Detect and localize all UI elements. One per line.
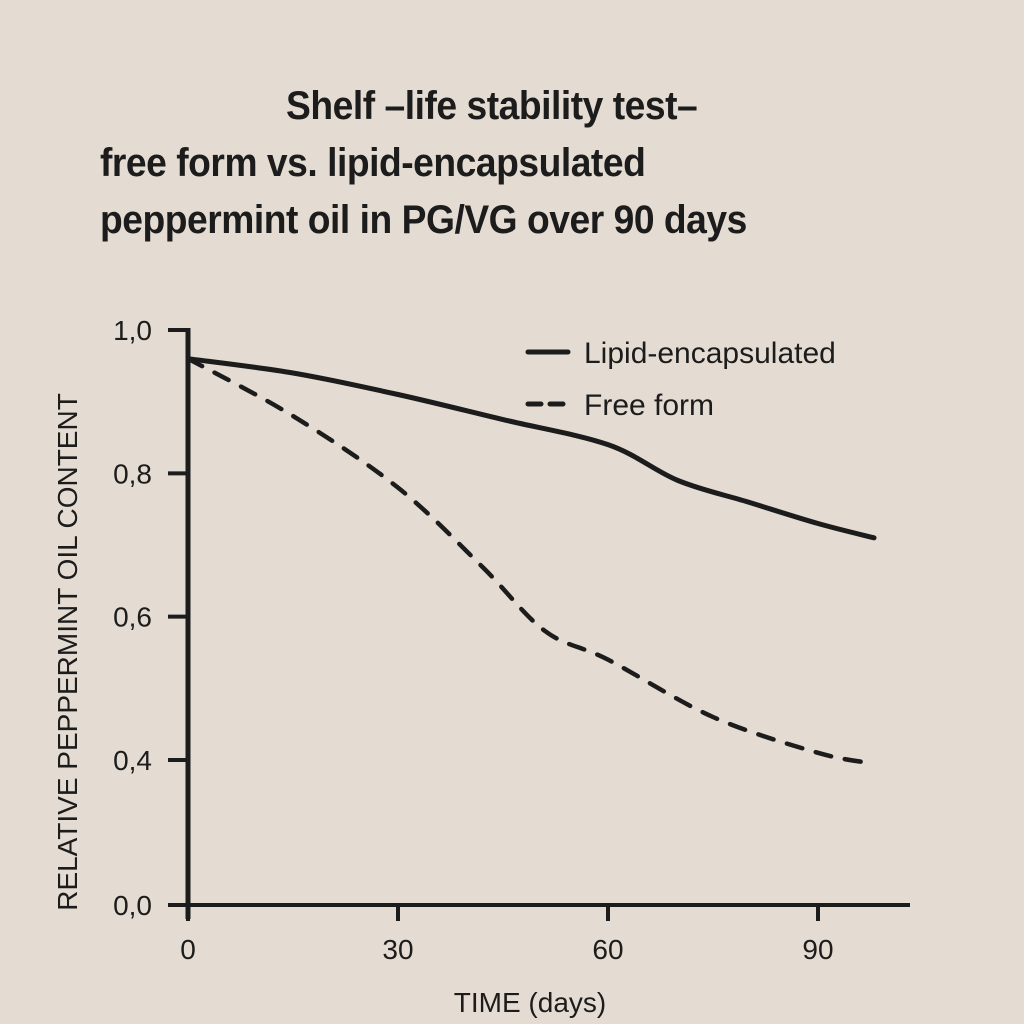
x-tick-label: 90 [802, 934, 833, 965]
legend: Lipid-encapsulated Free form [525, 337, 836, 422]
x-axis-title: TIME (days) [454, 987, 606, 1018]
title-line-3: peppermint oil in PG/VG over 90 days [100, 198, 747, 242]
legend-label-lipid-encapsulated: Lipid-encapsulated [584, 337, 836, 370]
y-tick-label: 0,0 [113, 890, 152, 921]
y-tick-label: 1,0 [113, 315, 152, 346]
series-group [185, 356, 877, 766]
series-line-lipid-encapsulated [185, 356, 877, 541]
x-tick-label: 60 [592, 934, 623, 965]
title-line-1: Shelf –life stability test– [286, 84, 698, 128]
y-tick-label: 0,4 [113, 745, 152, 776]
axes [185, 328, 910, 919]
chart-title: Shelf –life stability test– free form vs… [100, 78, 881, 249]
x-tick-label: 0 [180, 934, 196, 965]
y-tick-label: 0,6 [113, 602, 152, 633]
x-tick-label: 30 [382, 934, 413, 965]
series-line-free-form [185, 356, 877, 766]
title-line-2: free form vs. lipid-encapsulated [100, 141, 646, 185]
legend-label-free-form: Free form [584, 389, 714, 422]
y-axis-title: RELATIVE PEPPERMINT OIL CONTENT [52, 393, 83, 911]
y-ticks: 1,0 0,8 0,6 0,4 0,0 [113, 315, 188, 921]
x-ticks: 0 30 60 90 [180, 905, 834, 965]
y-tick-label: 0,8 [113, 458, 152, 489]
